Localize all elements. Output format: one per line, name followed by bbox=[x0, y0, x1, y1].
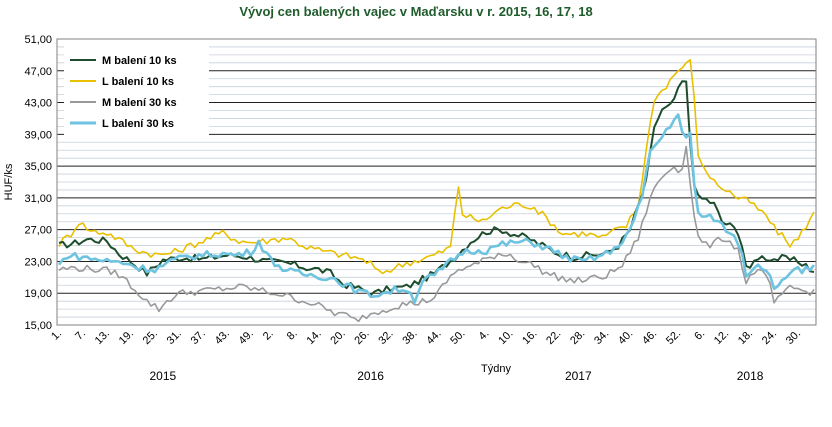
x-tick-label: 24. bbox=[760, 328, 779, 347]
x-tick-label: 40. bbox=[616, 328, 635, 347]
series-line-3 bbox=[58, 145, 815, 323]
x-tick-label: 38. bbox=[400, 328, 419, 347]
y-tick-label: 15,00 bbox=[24, 320, 52, 332]
year-label: 2016 bbox=[357, 369, 384, 383]
x-tick-label: 28. bbox=[568, 328, 587, 347]
x-tick-label: 16. bbox=[520, 328, 539, 347]
year-label: 2017 bbox=[565, 369, 592, 383]
x-tick-label: 32. bbox=[376, 328, 395, 347]
year-label: 2015 bbox=[150, 369, 177, 383]
x-tick-label: 49. bbox=[237, 328, 256, 347]
x-tick-label: 12. bbox=[712, 328, 731, 347]
legend-entry: L balení 10 ks bbox=[102, 76, 174, 88]
y-tick-label: 47,00 bbox=[24, 66, 52, 78]
series-line-2 bbox=[58, 58, 815, 275]
y-tick-label: 39,00 bbox=[24, 129, 52, 141]
x-tick-label: 7. bbox=[73, 328, 88, 343]
x-tick-label: 26. bbox=[352, 328, 371, 347]
x-tick-label: 46. bbox=[640, 328, 659, 347]
y-tick-labels: 15,00 19,00 23,00 27,00 31,00 35,00 39,00 43,00… bbox=[24, 34, 52, 332]
x-tick-label: 52. bbox=[664, 328, 683, 347]
legend-entry: M balení 10 ks bbox=[102, 55, 177, 67]
x-tick-label: 8. bbox=[285, 328, 300, 343]
x-tick-label: 10. bbox=[496, 328, 515, 347]
series-line-4 bbox=[57, 113, 816, 305]
x-tick-label: 6. bbox=[692, 328, 707, 343]
x-tick-label: 30. bbox=[784, 328, 803, 347]
y-tick-label: 19,00 bbox=[24, 288, 52, 300]
series-lines bbox=[57, 58, 816, 323]
x-tick-label: 34. bbox=[592, 328, 611, 347]
year-label: 2018 bbox=[737, 369, 764, 383]
year-labels: 2015 2016 2017 2018 bbox=[150, 369, 764, 383]
legend: M balení 10 ks L balení 10 ks M balení 30 … bbox=[64, 46, 209, 138]
x-tick-label: 20. bbox=[328, 328, 347, 347]
x-tick-label: 25. bbox=[141, 328, 160, 347]
y-tick-label: 23,00 bbox=[24, 256, 52, 268]
x-tick-label: 2. bbox=[261, 328, 276, 343]
x-tick-label: 19. bbox=[117, 328, 136, 347]
y-tick-label: 27,00 bbox=[24, 225, 52, 237]
x-axis-label: Týdny bbox=[481, 363, 511, 375]
x-tick-label: 13. bbox=[93, 328, 112, 347]
y-axis-label: HUF/ks bbox=[3, 163, 15, 200]
x-tick-label: 4. bbox=[477, 328, 492, 343]
x-tick-label: 37. bbox=[189, 328, 208, 347]
y-tick-label: 35,00 bbox=[24, 161, 52, 173]
x-tick-label: 43. bbox=[213, 328, 232, 347]
x-tick-labels: 1. 7. 13. 19. 25. 31. 37. 43. 49. 2. 8. 14. 20. 26. 32… bbox=[49, 328, 803, 347]
y-tick-label: 43,00 bbox=[24, 98, 52, 110]
legend-entry: L balení 30 ks bbox=[102, 118, 174, 130]
x-tick-label: 50. bbox=[448, 328, 467, 347]
x-tick-label: 31. bbox=[165, 328, 184, 347]
plot-frame bbox=[56, 38, 817, 326]
x-tick-label: 14. bbox=[304, 328, 323, 347]
chart-title: Vývoj cen balených vajec v Maďarsku v r.… bbox=[239, 4, 592, 19]
y-tick-label: 51,00 bbox=[24, 34, 52, 46]
legend-entry: M balení 30 ks bbox=[102, 97, 177, 109]
y-tick-label: 31,00 bbox=[24, 193, 52, 205]
x-tick-label: 18. bbox=[736, 328, 755, 347]
x-tick-label: 44. bbox=[424, 328, 443, 347]
x-tick-label: 22. bbox=[544, 328, 563, 347]
